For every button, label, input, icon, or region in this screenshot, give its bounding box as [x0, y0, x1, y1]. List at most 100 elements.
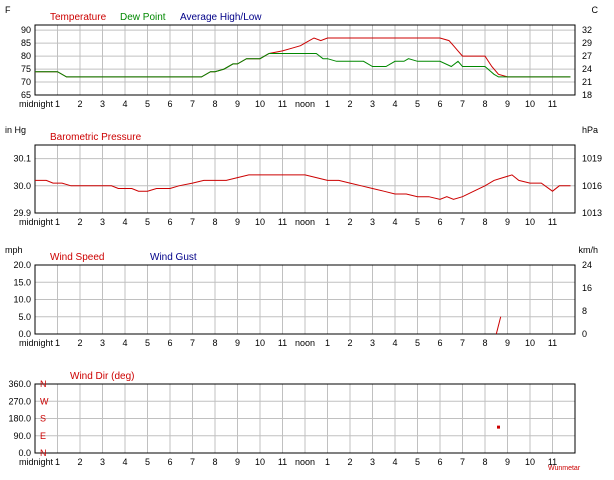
x-tick-label: noon: [295, 217, 315, 227]
x-tick-label: 7: [460, 217, 465, 227]
x-tick-label: 7: [460, 99, 465, 109]
x-tick-label: 10: [255, 217, 265, 227]
x-tick-label: midnight: [19, 457, 54, 467]
axis-unit-left: mph: [5, 245, 23, 255]
y-tick-label-left: 270.0: [8, 396, 31, 406]
x-tick-label: 11: [278, 99, 287, 109]
x-tick-label: 11: [278, 457, 287, 467]
x-tick-label: 6: [437, 457, 442, 467]
y-tick-label-left: 30.0: [13, 181, 31, 191]
plot-border: [34, 264, 576, 335]
y-tick-label-left: 10.0: [13, 295, 31, 305]
x-tick-label: 4: [392, 217, 397, 227]
compass-label: E: [40, 431, 46, 441]
watermark: Wunmetar: [548, 465, 581, 472]
x-tick-label: 3: [100, 99, 105, 109]
x-tick-label: 3: [100, 338, 105, 348]
x-tick-label: 5: [415, 99, 420, 109]
x-tick-label: 8: [212, 99, 217, 109]
x-tick-label: 1: [55, 457, 60, 467]
legend-average-high-low: Average High/Low: [180, 12, 262, 23]
x-tick-label: 4: [392, 457, 397, 467]
y-tick-label-left: 30.1: [13, 154, 31, 164]
y-tick-label-right: 27: [582, 51, 592, 61]
y-tick-label-left: 65: [21, 90, 31, 100]
x-tick-label: 4: [392, 338, 397, 348]
y-tick-label-right: 0: [582, 329, 587, 339]
x-tick-label: 3: [370, 457, 375, 467]
legend-wind-gust: Wind Gust: [150, 252, 197, 263]
compass-label: N: [40, 448, 47, 458]
x-tick-label: 10: [255, 457, 265, 467]
y-tick-label-left: 360.0: [8, 379, 31, 389]
x-tick-label: 5: [145, 338, 150, 348]
x-tick-label: 9: [235, 338, 240, 348]
y-tick-label-left: 85: [21, 38, 31, 48]
x-tick-label: midnight: [19, 338, 54, 348]
series-line-wind-speed: [495, 316, 502, 335]
y-tick-label-right: 32: [582, 25, 592, 35]
x-tick-label: 6: [167, 99, 172, 109]
compass-label: N: [40, 379, 47, 389]
x-tick-label: 4: [122, 99, 127, 109]
x-tick-label: 10: [255, 99, 265, 109]
x-tick-label: 1: [55, 338, 60, 348]
x-tick-label: 11: [548, 457, 557, 467]
y-tick-label-left: 90: [21, 25, 31, 35]
x-tick-label: 11: [548, 217, 557, 227]
series-line-dew-point: [35, 53, 571, 78]
y-tick-label-left: 180.0: [8, 414, 31, 424]
x-tick-label: 11: [548, 338, 557, 348]
x-tick-label: 2: [347, 217, 352, 227]
x-tick-label: 5: [145, 457, 150, 467]
x-tick-label: 8: [482, 99, 487, 109]
x-tick-label: 2: [77, 217, 82, 227]
x-tick-label: midnight: [19, 99, 54, 109]
chart-panel-pressure: in Hg hPa29.930.030.1101310161019midnight…: [5, 125, 602, 227]
x-tick-label: 9: [505, 338, 510, 348]
x-tick-label: 2: [347, 99, 352, 109]
x-tick-label: 8: [482, 217, 487, 227]
x-tick-label: noon: [295, 99, 315, 109]
x-tick-label: 5: [145, 217, 150, 227]
x-tick-label: 1: [325, 338, 330, 348]
y-tick-label-right: 1013: [582, 208, 602, 218]
legend-dew-point: Dew Point: [120, 12, 166, 23]
x-tick-label: 4: [122, 457, 127, 467]
x-tick-label: 8: [212, 338, 217, 348]
x-tick-label: 8: [212, 217, 217, 227]
x-tick-label: 11: [278, 338, 287, 348]
x-tick-label: noon: [295, 457, 315, 467]
legend-wind-dir-deg-: Wind Dir (deg): [70, 371, 134, 382]
x-tick-label: 1: [325, 457, 330, 467]
axis-unit-right: C: [592, 5, 599, 15]
x-tick-label: noon: [295, 338, 315, 348]
x-tick-label: 2: [347, 457, 352, 467]
data-point: [497, 425, 500, 429]
x-tick-label: 10: [525, 217, 535, 227]
x-tick-label: 7: [190, 457, 195, 467]
axis-unit-right: km/h: [578, 245, 598, 255]
x-tick-label: 5: [415, 217, 420, 227]
y-tick-label-left: 0.0: [18, 329, 31, 339]
x-tick-label: 1: [325, 99, 330, 109]
x-tick-label: 8: [212, 457, 217, 467]
x-tick-label: 7: [190, 338, 195, 348]
y-tick-label-left: 0.0: [18, 448, 31, 458]
y-tick-label-left: 70: [21, 77, 31, 87]
y-tick-label-right: 21: [582, 77, 592, 87]
x-tick-label: 3: [370, 338, 375, 348]
y-tick-label-left: 80: [21, 51, 31, 61]
x-tick-label: 6: [167, 217, 172, 227]
x-tick-label: 2: [347, 338, 352, 348]
x-tick-label: 1: [325, 217, 330, 227]
axis-unit-right: hPa: [582, 125, 598, 135]
x-tick-label: 9: [235, 217, 240, 227]
x-tick-label: midnight: [19, 217, 54, 227]
x-tick-label: 6: [437, 99, 442, 109]
y-tick-label-right: 1016: [582, 181, 602, 191]
x-tick-label: 11: [548, 99, 557, 109]
